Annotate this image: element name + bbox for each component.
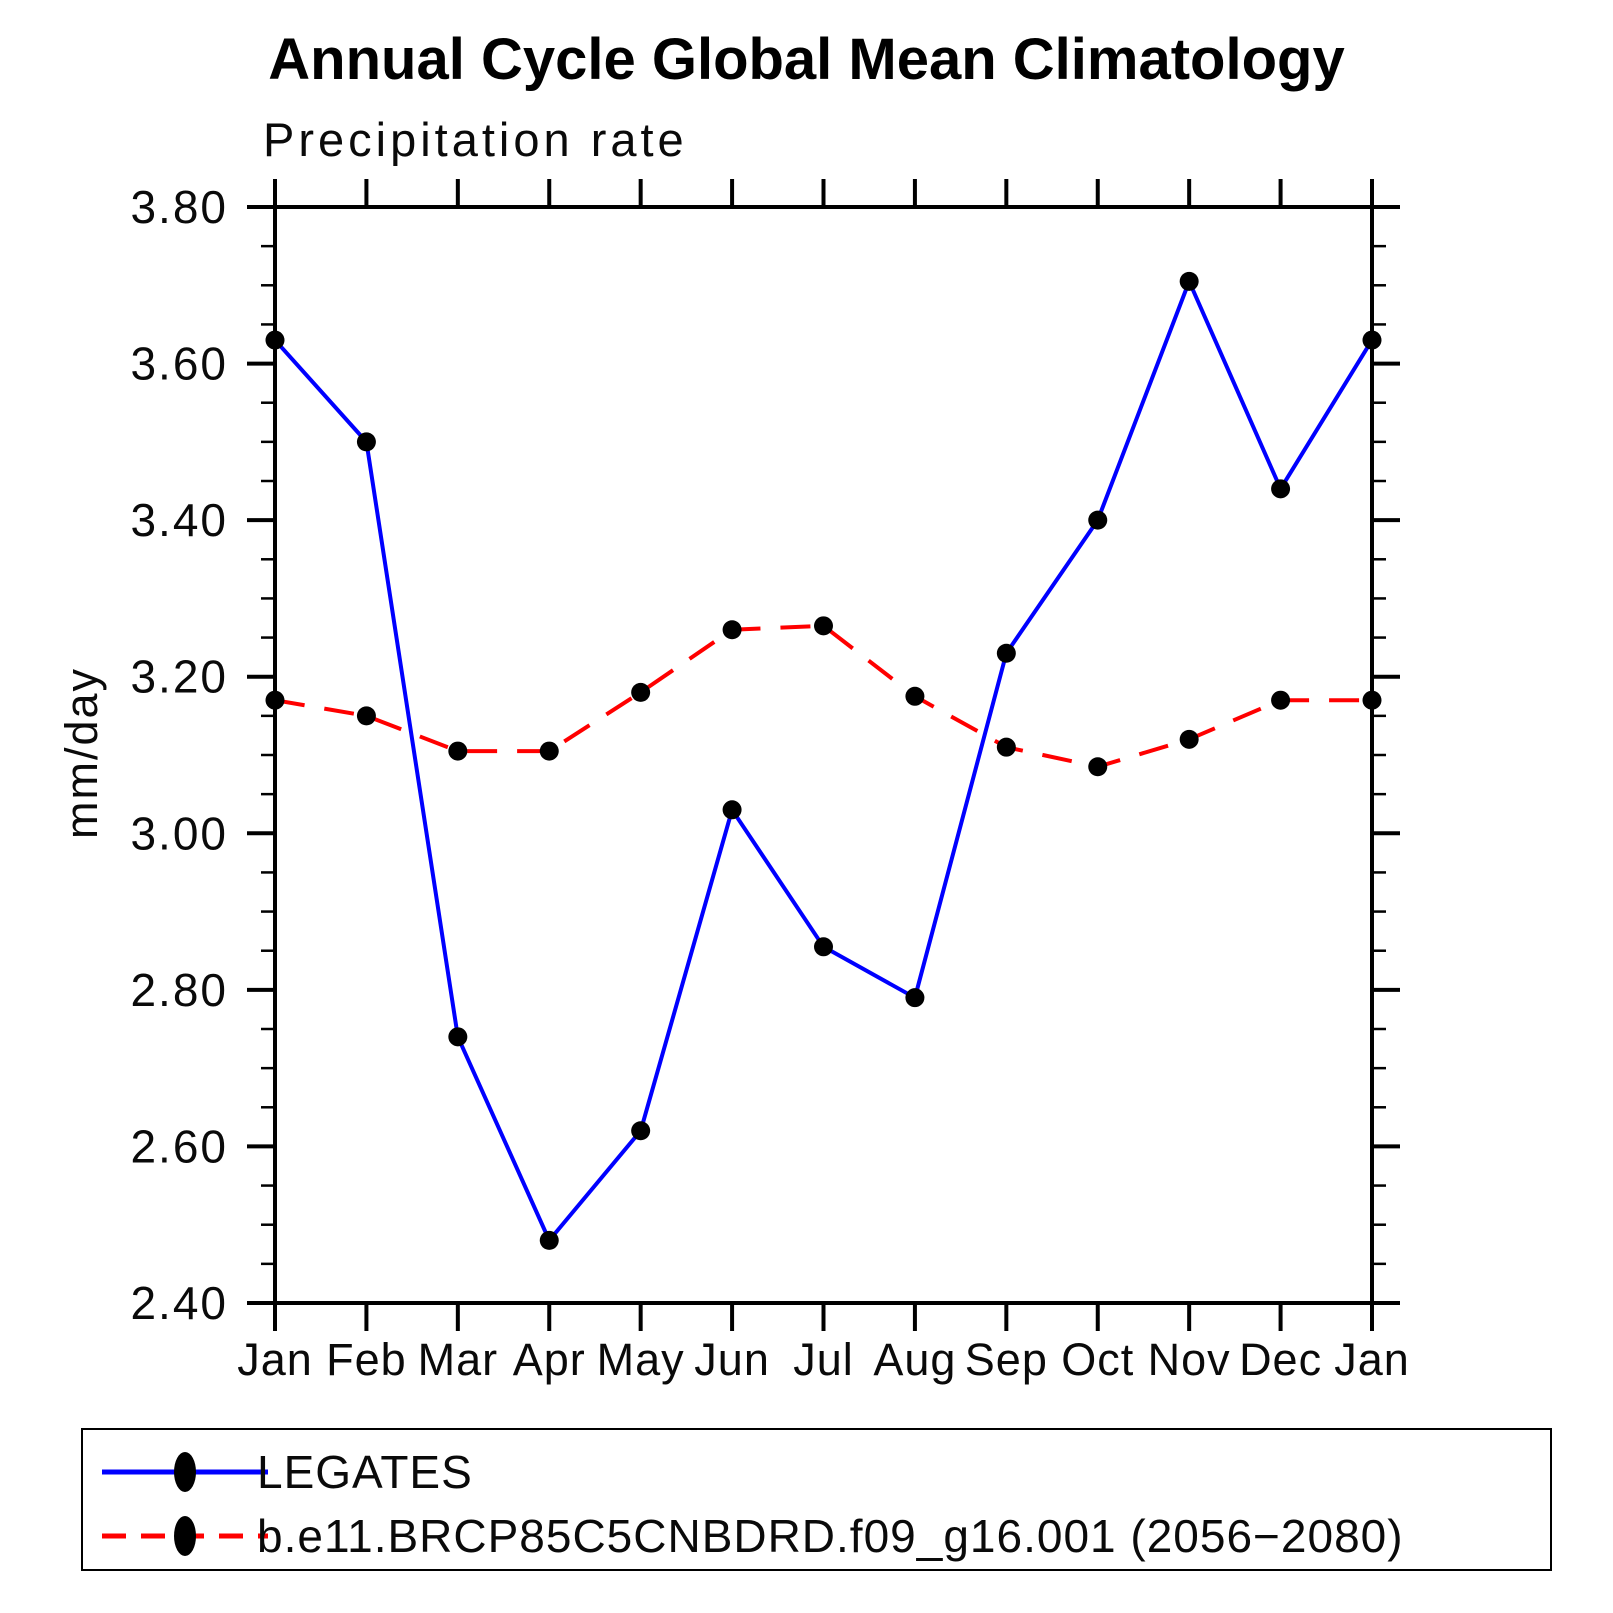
y-tick-label: 2.60 <box>130 1120 228 1172</box>
data-point-model <box>814 616 833 636</box>
data-point-model <box>1271 690 1291 710</box>
x-tick-label: Aug <box>873 1334 956 1385</box>
chart-title: Annual Cycle Global Mean Climatology <box>268 27 1345 92</box>
y-tick-label: 2.40 <box>130 1277 228 1329</box>
x-tick-label: Oct <box>1061 1334 1134 1385</box>
legates-marker-icon <box>174 1452 196 1492</box>
y-tick-label: 3.40 <box>130 494 228 546</box>
data-point-model <box>631 682 651 702</box>
chart-subtitle: Precipitation rate <box>263 113 688 166</box>
x-tick-label: Mar <box>418 1334 499 1385</box>
legend-label-legates: LEGATES <box>257 1446 473 1498</box>
series-line-legates <box>273 279 1374 1243</box>
data-point-model <box>448 741 468 761</box>
y-tick-label: 3.00 <box>130 807 228 859</box>
data-point-legates <box>722 800 742 820</box>
data-point-legates <box>539 1230 559 1250</box>
data-point-legates <box>905 988 925 1008</box>
x-tick-label: Apr <box>513 1334 586 1385</box>
x-tick-label: May <box>597 1334 685 1385</box>
x-tick-label: Sep <box>965 1334 1048 1385</box>
data-point-legates <box>814 937 833 957</box>
model-marker-icon <box>174 1516 196 1556</box>
data-point-legates <box>1179 271 1199 291</box>
x-tick-label: Jan <box>237 1334 313 1385</box>
data-point-legates <box>1362 330 1382 350</box>
data-point-legates <box>996 643 1016 663</box>
legend-box: LEGATES b.e11.BRCP85C5CNBDRD.f09_g16.001… <box>81 1428 1552 1571</box>
x-tick-label: Jan <box>1334 1334 1410 1385</box>
legates-line-sample <box>102 1452 268 1492</box>
y-tick-label: 3.60 <box>130 338 228 390</box>
data-point-model <box>356 706 376 726</box>
data-point-legates <box>631 1121 651 1141</box>
data-point-legates <box>448 1027 468 1047</box>
data-point-model <box>722 620 742 640</box>
x-tick-label: Dec <box>1239 1334 1322 1385</box>
data-point-model <box>1179 729 1199 749</box>
model-line-sample <box>102 1516 268 1556</box>
data-point-legates <box>1088 510 1108 530</box>
data-point-legates <box>265 330 285 350</box>
x-tick-label: Nov <box>1148 1334 1231 1385</box>
data-point-legates <box>356 432 376 452</box>
data-point-model <box>265 690 285 710</box>
y-tick-label: 3.80 <box>130 181 228 233</box>
y-tick-label: 2.80 <box>130 964 228 1016</box>
data-point-model <box>905 686 925 706</box>
x-tick-label: Feb <box>326 1334 407 1385</box>
legend-label-model: b.e11.BRCP85C5CNBDRD.f09_g16.001 (2056−2… <box>257 1510 1404 1562</box>
data-point-model <box>996 737 1016 757</box>
data-point-model <box>1362 690 1382 710</box>
y-tick-label: 3.20 <box>130 651 228 703</box>
x-tick-label: Jun <box>694 1334 770 1385</box>
data-point-model <box>539 741 559 761</box>
data-point-model <box>1088 757 1108 777</box>
data-point-legates <box>1271 479 1291 499</box>
x-tick-label: Jul <box>793 1334 854 1385</box>
series-line-model <box>274 623 1372 769</box>
